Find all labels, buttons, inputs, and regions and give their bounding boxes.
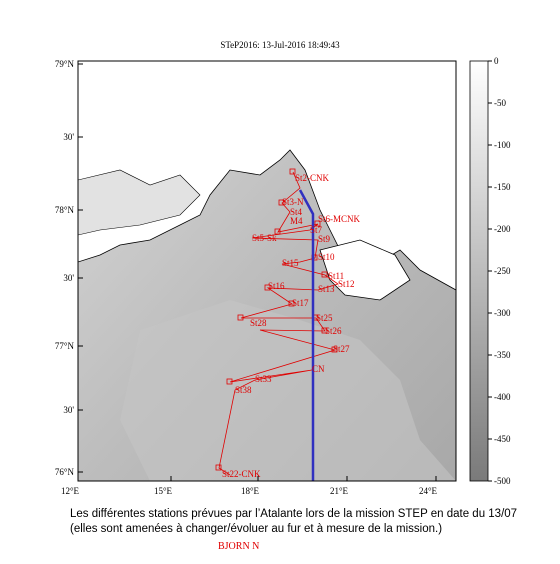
colorbar-label: -500 [494, 476, 511, 486]
station-label: St27 [333, 344, 350, 354]
colorbar-label: -350 [494, 350, 511, 360]
svalbard-land [78, 61, 456, 291]
station-label: St4 [290, 207, 303, 217]
title: STeP2016: 13-Jul-2016 18:49:43 [220, 40, 340, 50]
station-label: St12 [338, 279, 355, 289]
station-label: St28 [250, 318, 267, 328]
map-area [78, 61, 456, 481]
lat-label: 30' [63, 132, 74, 142]
station-label: St7 [310, 225, 323, 235]
station-label: St6-MCNK [318, 214, 361, 224]
station-label: St5-Sk [252, 233, 277, 243]
colorbar-label: -450 [494, 434, 511, 444]
station-label: St38 [235, 385, 252, 395]
station-label: St3-N [282, 197, 304, 207]
lon-label: 21°E [330, 486, 349, 496]
caption-line2: (elles sont amenées à changer/évoluer au… [70, 523, 443, 535]
station-label: St9 [318, 234, 331, 244]
station-label: St26 [325, 326, 342, 336]
colorbar-label: -400 [494, 392, 511, 402]
colorbar-label: -150 [494, 182, 511, 192]
lat-label: 76°N [55, 467, 75, 477]
lat-label: 77°N [55, 341, 75, 351]
colorbar-label: -50 [494, 98, 506, 108]
colorbar-label: 0 [494, 56, 499, 66]
colorbar [469, 60, 489, 482]
lat-label: 30' [63, 273, 74, 283]
lon-label: 12°E [61, 486, 80, 496]
station-label: St17 [292, 298, 309, 308]
station-track [218, 171, 339, 476]
lon-label: 18°E [241, 486, 260, 496]
colorbar-label: -200 [494, 224, 511, 234]
station-label: St13 [318, 284, 335, 294]
station-label: M4 [290, 216, 303, 226]
edgeoya-land [319, 239, 411, 301]
station-label: St10 [318, 252, 335, 262]
station-label: St11 [328, 271, 344, 281]
ship-track [298, 189, 315, 481]
lon-label: 15°E [154, 486, 173, 496]
station-label: St33 [255, 374, 272, 384]
lat-label: 78°N [55, 205, 75, 215]
station-label: CN [312, 364, 325, 374]
fjord [78, 169, 201, 236]
footer-label: BJORN N [218, 541, 260, 552]
lon-label: 24°E [419, 486, 438, 496]
station-label: St2-CNK [295, 173, 330, 183]
station-label: St22-CNK [222, 469, 261, 479]
map-frame [77, 60, 457, 482]
station-label: St25 [316, 313, 333, 323]
caption-line1: Les différentes stations prévues par l’A… [70, 508, 518, 520]
station-label: St16 [268, 281, 285, 291]
station-label: St15 [282, 258, 299, 268]
colorbar-label: -100 [494, 140, 511, 150]
lat-label: 30' [63, 405, 74, 415]
lat-label: 79°N [55, 59, 75, 69]
shelf [120, 300, 456, 481]
colorbar-label: -250 [494, 266, 511, 276]
colorbar-label: -300 [494, 308, 511, 318]
